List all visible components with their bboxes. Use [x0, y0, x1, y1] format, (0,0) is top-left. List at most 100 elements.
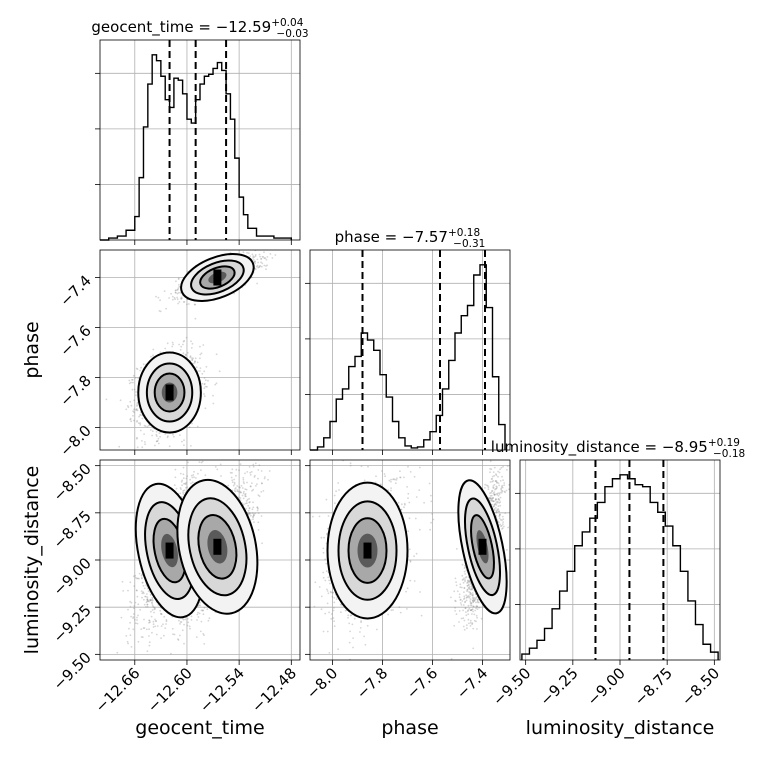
sample-point	[159, 435, 162, 438]
sample-point	[233, 292, 236, 295]
sample-point	[143, 627, 146, 629]
sample-point	[135, 409, 138, 411]
sample-point	[194, 317, 197, 320]
sample-point	[177, 302, 180, 305]
sample-point	[261, 542, 263, 545]
sample-point	[121, 580, 124, 583]
sample-point	[181, 440, 183, 443]
sample-point	[242, 477, 245, 479]
sample-point	[257, 477, 259, 480]
sample-point	[136, 402, 139, 405]
sample-point	[150, 615, 153, 618]
sample-point	[174, 289, 177, 292]
sample-point	[142, 592, 145, 595]
sample-point	[144, 480, 146, 482]
sample-point	[266, 264, 268, 267]
sample-point	[215, 382, 218, 385]
sample-point	[158, 432, 161, 434]
sample-point	[126, 405, 129, 407]
sample-point	[136, 405, 138, 407]
sample-point	[185, 336, 188, 339]
sample-point	[146, 593, 148, 595]
sample-point	[156, 440, 158, 443]
sample-point	[183, 301, 186, 303]
sample-point	[173, 633, 176, 636]
sample-point	[263, 257, 266, 260]
sample-point	[132, 419, 135, 422]
sample-point	[236, 490, 239, 492]
sample-point	[186, 475, 189, 478]
sample-point	[249, 471, 252, 474]
sample-point	[130, 601, 133, 604]
sample-point	[249, 501, 251, 503]
sample-point	[157, 296, 160, 299]
sample-point	[212, 394, 214, 397]
sample-point	[164, 627, 167, 629]
sample-point	[180, 488, 182, 490]
sample-point	[136, 595, 139, 598]
sample-point	[195, 366, 198, 369]
sample-point	[201, 372, 204, 375]
sample-point	[122, 590, 125, 592]
sample-point	[153, 608, 156, 611]
sample-point	[196, 619, 198, 621]
sample-point	[189, 355, 192, 358]
sample-point	[203, 395, 206, 398]
sample-point	[179, 434, 181, 436]
sample-point	[112, 671, 114, 673]
sample-point	[180, 296, 183, 299]
sample-point	[130, 646, 133, 648]
sample-point	[252, 255, 255, 258]
sample-point	[231, 479, 234, 482]
sample-point	[153, 606, 156, 609]
sample-point	[192, 474, 195, 476]
sample-point	[256, 509, 259, 512]
sample-point	[179, 291, 182, 294]
sample-point	[145, 628, 148, 631]
sample-point	[140, 636, 143, 638]
sample-point	[172, 343, 175, 346]
sample-point	[105, 398, 108, 401]
sample-point	[242, 481, 245, 483]
sample-point	[152, 623, 155, 626]
sample-point	[119, 399, 122, 402]
sample-point	[136, 616, 138, 619]
sample-point	[179, 487, 182, 489]
sample-point	[140, 577, 143, 579]
sample-point	[199, 367, 202, 369]
sample-point	[197, 438, 199, 440]
sample-point	[143, 433, 146, 435]
sample-point	[231, 472, 233, 474]
sample-point	[183, 439, 185, 442]
sample-point	[179, 472, 182, 475]
sample-point	[243, 490, 245, 493]
sample-point	[165, 307, 168, 310]
sample-point	[136, 589, 138, 592]
sample-point	[237, 490, 240, 493]
sample-point	[163, 634, 165, 637]
sample-point	[182, 340, 185, 343]
sample-point	[156, 625, 159, 627]
sample-point	[128, 379, 131, 382]
sample-point	[184, 353, 187, 356]
sample-point	[136, 619, 138, 621]
sample-point	[142, 591, 145, 594]
sample-point	[146, 603, 149, 606]
sample-point	[174, 476, 177, 479]
sample-point	[133, 388, 136, 391]
sample-point	[266, 256, 269, 258]
sample-point	[252, 465, 255, 468]
sample-point	[207, 379, 209, 382]
sample-point	[175, 280, 177, 283]
sample-point	[155, 295, 157, 298]
sample-point	[252, 514, 255, 517]
sample-point	[134, 601, 137, 604]
sample-point	[159, 351, 162, 354]
sample-point	[127, 627, 130, 630]
sample-point	[139, 422, 142, 425]
sample-point	[141, 636, 144, 638]
sample-point	[248, 497, 251, 500]
sample-point	[255, 446, 257, 448]
sample-point	[255, 485, 257, 487]
sample-point	[148, 424, 150, 427]
